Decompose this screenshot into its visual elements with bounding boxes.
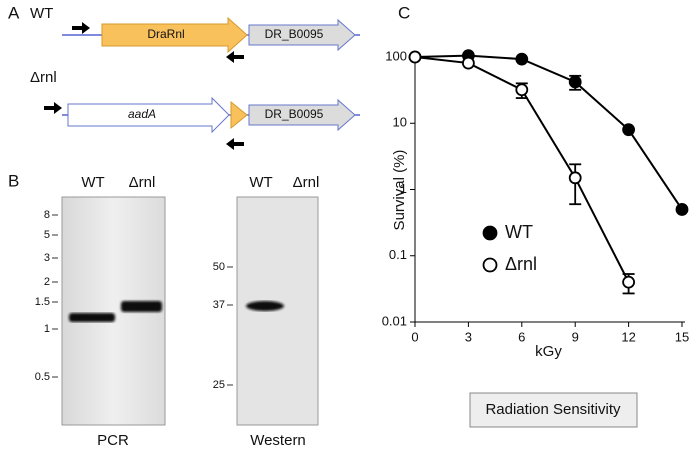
panel-label: A (8, 3, 20, 22)
x-tick-label: 0 (411, 329, 418, 344)
legend-marker (482, 225, 498, 241)
ladder-label: 37 (213, 299, 225, 311)
lane-label: WT (249, 174, 272, 191)
gene-label: DR_B0095 (265, 107, 324, 121)
x-tick-label: 6 (518, 329, 525, 344)
ladder-label: 3 (44, 252, 50, 264)
primer (226, 138, 244, 150)
strain-label: WT (30, 5, 53, 22)
error-bar (569, 163, 582, 206)
primer (226, 51, 244, 63)
chart-caption: Radiation Sensitivity (485, 401, 621, 418)
legend-label: Δrnl (505, 254, 537, 274)
x-tick-label: 12 (621, 329, 635, 344)
y-tick-label: 100 (385, 48, 407, 63)
y-axis-label: Survival (%) (391, 150, 408, 231)
point (568, 75, 582, 89)
point (622, 275, 635, 289)
point (408, 50, 422, 64)
gel-caption: PCR (97, 432, 129, 449)
legend-marker (482, 257, 498, 273)
ladder-label: 8 (44, 209, 50, 221)
x-tick-label: 15 (675, 329, 689, 344)
y-tick-label: 0.1 (389, 247, 407, 262)
band (246, 301, 284, 311)
ladder-label: 25 (213, 379, 225, 391)
y-tick-label: 0.01 (382, 313, 407, 328)
point (461, 56, 475, 70)
point (675, 203, 689, 216)
ladder-label: 0.5 (35, 371, 50, 383)
band (121, 301, 162, 312)
ladder-label: 5 (44, 229, 50, 241)
gene-arrow (230, 100, 248, 130)
panel-label: C (398, 3, 410, 22)
gene-arrow (248, 98, 356, 132)
y-tick-label: 1 (400, 181, 407, 196)
lane-label: WT (81, 174, 104, 191)
lane-label: Δrnl (129, 174, 156, 191)
gene-label: DraRnl (147, 27, 184, 41)
gene-arrow (248, 18, 356, 52)
x-tick-label: 9 (572, 329, 579, 344)
ladder-label: 2 (44, 276, 50, 288)
panel-label: B (8, 171, 19, 190)
strain-label: Δrnl (30, 69, 57, 86)
ladder-label: 1 (44, 323, 50, 335)
primer (72, 22, 90, 34)
caption-box (469, 392, 638, 428)
primer (44, 102, 62, 114)
lane-label: Δrnl (293, 174, 320, 191)
series-line (414, 54, 683, 210)
band (69, 313, 115, 322)
ladder-label: 50 (213, 261, 225, 273)
gel-caption: Western (250, 432, 306, 449)
point (515, 52, 529, 66)
point (568, 171, 582, 185)
ladder-label: 1.5 (35, 296, 50, 308)
y-tick-label: 10 (393, 115, 407, 130)
blot (236, 196, 319, 426)
point (515, 83, 529, 97)
x-tick-label: 3 (465, 329, 472, 344)
legend-label: WT (505, 222, 533, 242)
gene-arrow (101, 16, 248, 54)
point (622, 123, 635, 137)
gene-arrow (67, 96, 230, 134)
gene-label: aadA (128, 107, 156, 121)
x-axis-label: kGy (535, 343, 562, 360)
gene-label: DR_B0095 (265, 27, 324, 41)
